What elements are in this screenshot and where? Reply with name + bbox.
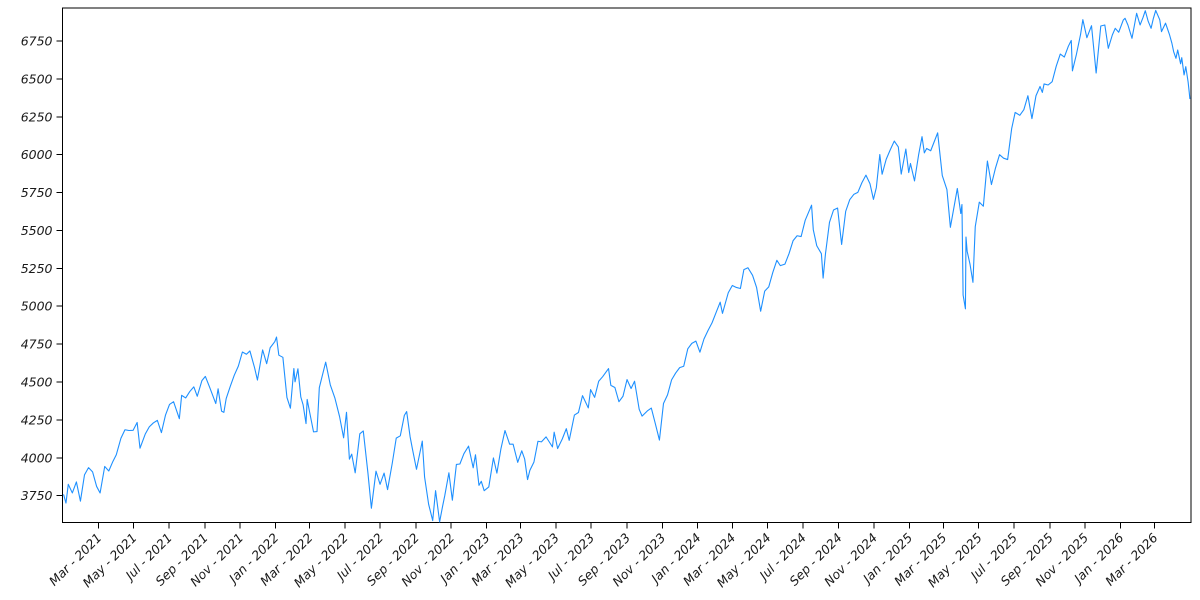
y-tick-label: 5750	[21, 185, 53, 200]
plot-border	[62, 7, 1192, 523]
y-tick-label: 6000	[21, 147, 53, 162]
y-tick-label: 4250	[21, 412, 53, 427]
y-tick-label: 4750	[21, 337, 53, 352]
y-tick-label: 4000	[21, 450, 53, 465]
axis-tick-labels: 3750 4000 4250 4500 4750 5000 5250 5500 5750 6000…	[21, 34, 1161, 591]
y-tick-label: 5500	[21, 223, 53, 238]
y-tick-label: 6250	[21, 109, 53, 124]
y-tick-label: 6500	[21, 71, 53, 86]
plot-frame	[62, 7, 1192, 523]
y-tick-label: 6750	[21, 34, 53, 49]
axis-ticks	[56, 40, 1156, 529]
price-line	[63, 9, 1191, 523]
y-tick-label: 4500	[21, 375, 53, 390]
y-tick-label: 5250	[21, 261, 53, 276]
y-tick-label: 5000	[21, 299, 53, 314]
price-line-series	[63, 9, 1191, 523]
y-tick-label: 3750	[21, 488, 53, 503]
